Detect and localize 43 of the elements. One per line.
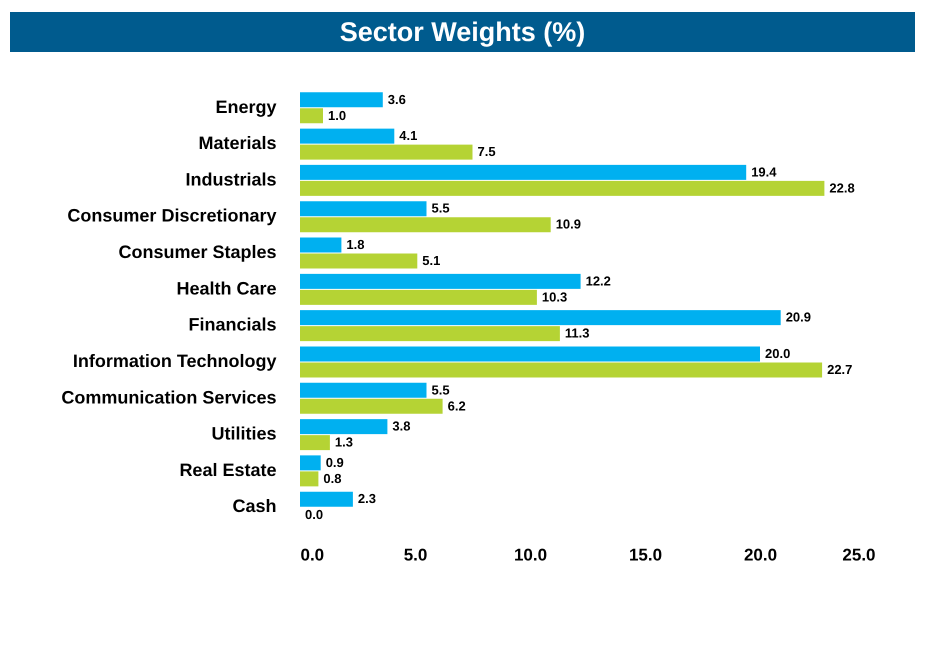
y-tick-label: Consumer Staples xyxy=(118,242,276,262)
data-label: 3.6 xyxy=(388,92,406,107)
data-label: 10.9 xyxy=(556,216,582,232)
data-label: 20.0 xyxy=(765,346,790,361)
data-label: 0.0 xyxy=(305,507,324,522)
y-tick-label: Industrials xyxy=(185,169,276,190)
x-tick-label: 15.0 xyxy=(628,546,662,564)
x-tick-label: 25.0 xyxy=(842,546,876,564)
data-label: 7.5 xyxy=(478,144,496,160)
x-tick-label: 20.0 xyxy=(744,546,778,564)
y-tick-label: Real Estate xyxy=(179,460,276,480)
y-tick-label: Information Technology xyxy=(72,350,276,371)
data-label: 5.1 xyxy=(422,253,440,268)
data-label: 4.1 xyxy=(399,128,418,144)
data-label: 3.8 xyxy=(392,418,410,434)
y-tick-label: Cash xyxy=(232,496,276,516)
data-label: 20.9 xyxy=(786,310,812,325)
data-label: 1.3 xyxy=(334,434,353,450)
x-tick-label: 5.0 xyxy=(404,546,428,564)
y-tick-label: Health Care xyxy=(176,278,276,298)
data-label: 0.8 xyxy=(323,470,342,486)
data-label: 1.8 xyxy=(346,237,364,252)
x-tick-label: 0.0 xyxy=(300,546,324,564)
data-label: 11.3 xyxy=(564,326,590,341)
y-tick-label: Consumer Discretionary xyxy=(67,206,276,226)
data-label: 22.7 xyxy=(827,362,852,377)
y-tick-label: Energy xyxy=(215,96,276,117)
x-tick-label: 10.0 xyxy=(514,546,548,564)
data-label: 12.2 xyxy=(586,273,611,288)
data-label: 5.5 xyxy=(432,200,450,216)
y-tick-label: Utilities xyxy=(211,424,276,444)
data-label: 5.5 xyxy=(432,382,450,398)
data-label: 1.0 xyxy=(328,108,346,123)
chart-title: Sector Weights (%) xyxy=(340,17,586,47)
data-label: 10.3 xyxy=(542,289,568,304)
y-tick-label: Communication Services xyxy=(61,387,276,408)
y-tick-label: Financials xyxy=(188,314,276,335)
data-label: 0.9 xyxy=(326,454,344,470)
data-label: 22.8 xyxy=(829,180,855,196)
data-label: 6.2 xyxy=(448,398,466,414)
y-tick-label: Materials xyxy=(198,133,276,154)
data-label: 19.4 xyxy=(751,164,778,180)
data-label: 2.3 xyxy=(358,491,376,506)
